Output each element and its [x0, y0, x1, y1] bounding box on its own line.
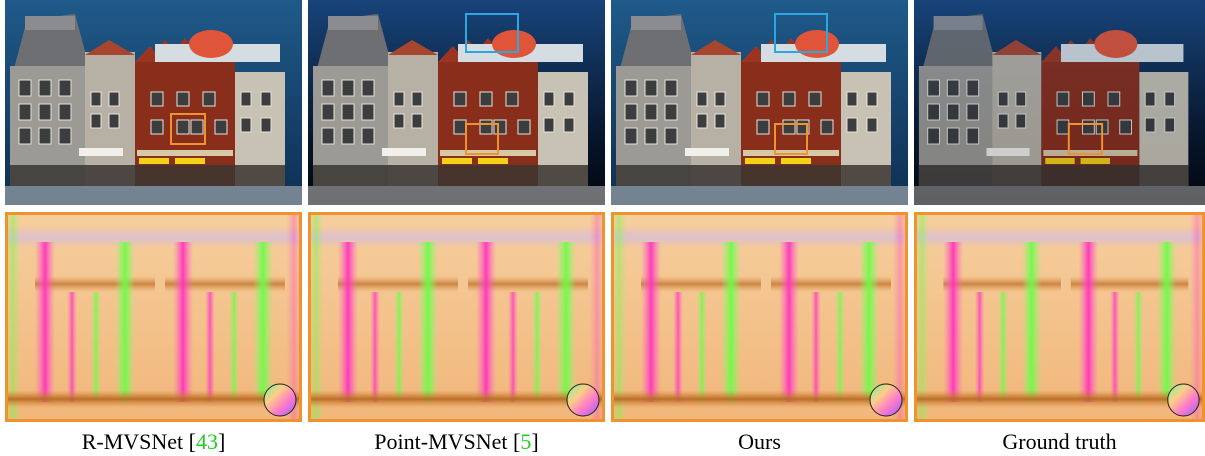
normal-map-zoom-image: [914, 212, 1205, 422]
citation-link[interactable]: 43: [195, 429, 218, 454]
blue-highlight-box: [465, 13, 519, 53]
normal-map-zoom-image: [5, 212, 302, 422]
caption-ours: Ours: [611, 429, 908, 455]
building-reconstruction-image: [308, 0, 605, 205]
caption-ground-truth: Ground truth: [914, 429, 1205, 455]
caption-point-mvsnet: Point-MVSNet [5]: [374, 429, 539, 454]
citation-link[interactable]: 5: [520, 429, 532, 454]
orange-frame: [5, 212, 302, 422]
building-reconstruction-image: [914, 0, 1205, 205]
method-name: Ground truth: [1002, 429, 1117, 454]
normal-map-zoom-image: [611, 212, 908, 422]
method-name: R-MVSNet: [81, 429, 184, 454]
method-name: Point-MVSNet: [374, 429, 508, 454]
orange-highlight-box: [465, 123, 499, 155]
orange-highlight-box: [170, 113, 206, 145]
caption-r-mvsnet: R-MVSNet [43]: [81, 429, 226, 454]
building-reconstruction-image: [5, 0, 302, 205]
method-name: Ours: [738, 429, 781, 454]
building-reconstruction-image: [611, 0, 908, 205]
normal-map-zoom-image: [308, 212, 605, 422]
